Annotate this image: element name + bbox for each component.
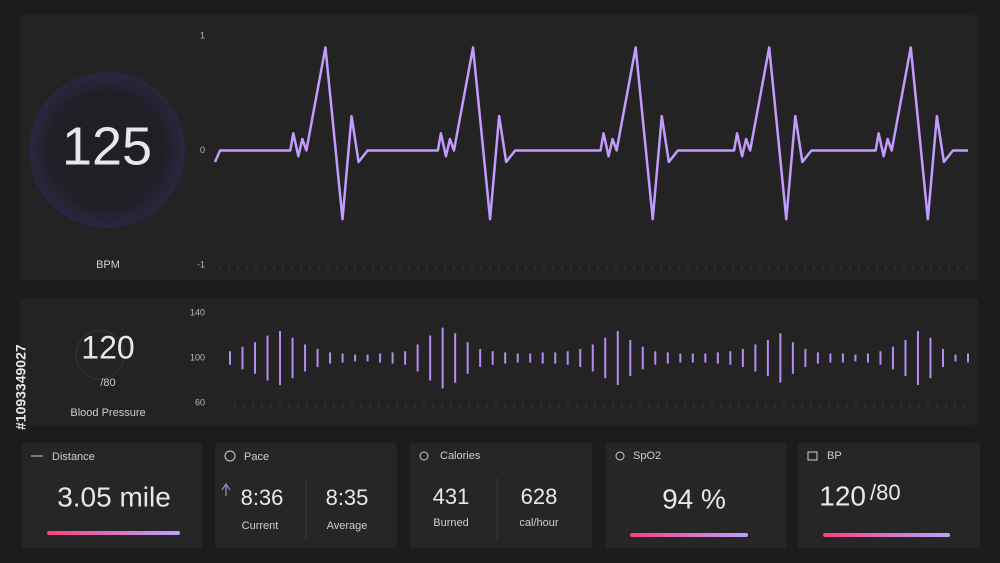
bp-value: 120 (81, 329, 134, 365)
y-tick-label: 1 (200, 30, 205, 40)
card-title: SpO2 (633, 450, 661, 462)
card-title: Pace (244, 451, 269, 463)
y-tick-label: 0 (200, 145, 205, 155)
y-tick-label: 140 (190, 307, 205, 317)
side-id: #1093349027 (13, 344, 29, 430)
progress (630, 533, 748, 537)
card-title: Calories (440, 450, 481, 462)
bp-card-diastolic: /80 (870, 480, 901, 505)
cards: Distance Pace Calories SpO2 BP 3.05 mile… (22, 443, 980, 548)
icon (419, 451, 429, 461)
bp-panel (20, 298, 978, 425)
bp-ring (75, 330, 125, 380)
card (410, 443, 592, 548)
card-title: BP (827, 450, 842, 462)
pace-average-label: Average (327, 520, 368, 532)
bp-label: Blood Pressure (70, 407, 145, 419)
card (798, 443, 980, 548)
progress (47, 531, 180, 535)
pace-average: 8:35 (326, 485, 369, 510)
heart-ring (29, 72, 185, 228)
y-tick-label: 100 (190, 352, 205, 362)
card-title: Distance (52, 451, 95, 463)
ecg-line (213, 46, 968, 221)
icon (224, 450, 236, 462)
heart-rate: 125 (62, 116, 152, 176)
heart-panel (20, 15, 978, 280)
icon (807, 451, 818, 461)
bp-card-value: 120 (819, 480, 866, 511)
distance-value: 3.05 mile (57, 481, 171, 512)
arrow-icon (221, 483, 231, 496)
calories-burned-label: Burned (433, 517, 468, 529)
calories-burned: 431 (433, 484, 470, 509)
progress (823, 533, 950, 537)
heart-unit: BPM (96, 259, 120, 271)
pace-current-label: Current (242, 520, 279, 532)
y-tick-label: 60 (195, 397, 205, 407)
card (605, 443, 787, 548)
calories-rate: 628 (521, 484, 558, 509)
spo2-value: 94 % (662, 483, 726, 514)
pace-current: 8:36 (241, 485, 284, 510)
calories-rate-label: cal/hour (519, 517, 558, 529)
icon (615, 451, 625, 461)
card (22, 443, 202, 548)
bp-diastolic: /80 (100, 377, 115, 389)
y-tick-label: -1 (197, 259, 205, 269)
